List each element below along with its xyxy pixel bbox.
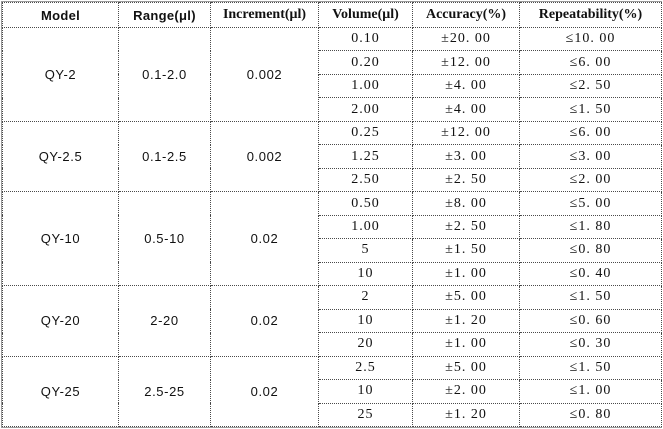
table-row: 1.00 ±4. 00 ≤2. 50 [3,73,662,99]
volume-cell: 1.00 [318,73,413,99]
table-row: QY-2.5 0.1-2.5 0.002 0.25 ±12. 00 ≤6. 00 [2,120,662,193]
repeatability-cell: ≤2. 00 [519,167,662,193]
table-row: 1.00 ±2. 50 ≤1. 80 [3,214,662,240]
table-row: 10 ±2. 00 ≤1. 00 [3,379,662,404]
col-header-repeatability: Repeatability(%) [519,2,662,28]
model-cell: QY-2.5 [2,120,119,193]
model-cell: QY-2 [2,27,119,122]
table-row: 25 ±1. 20 ≤0. 80 [3,402,662,427]
table-row: 5 ±1. 50 ≤0. 80 [3,238,662,263]
volume-cell: 2 [318,285,413,310]
accuracy-cell: ±2. 00 [412,379,520,404]
accuracy-cell: ±4. 00 [412,73,520,99]
repeatability-cell: ≤1. 50 [519,355,662,381]
volume-cell: 2.00 [318,97,413,122]
table-header-row: Model Range(μl) Increment(μl) Volume(μl)… [2,2,662,28]
table-row: 2.00 ±4. 00 ≤1. 50 [3,97,662,122]
volume-cell: 0.25 [318,120,413,146]
table-row: 0.20 ±12. 00 ≤6. 00 [3,50,662,75]
accuracy-cell: ±1. 20 [412,402,520,427]
range-cell: 2-20 [118,285,211,357]
accuracy-cell: ±1. 50 [412,238,520,263]
repeatability-cell: ≤10. 00 [519,26,662,52]
volume-cell: 2.5 [318,355,413,381]
increment-cell: 0.02 [210,191,319,287]
volume-cell: 10 [318,308,413,334]
increment-cell: 0.002 [210,120,319,193]
repeatability-cell: ≤0. 30 [519,332,662,357]
accuracy-cell: ±1. 20 [412,308,520,334]
table-row: 1.25 ±3. 00 ≤3. 00 [3,144,662,169]
volume-cell: 0.10 [318,26,413,52]
col-header-increment: Increment(μl) [210,2,319,28]
accuracy-cell: ±5. 00 [412,355,520,381]
model-cell: QY-25 [2,355,119,428]
table-row: QY-10 0.5-10 0.02 0.50 ±8. 00 ≤5. 00 [2,191,662,287]
accuracy-cell: ±4. 00 [412,97,520,122]
range-cell: 0.5-10 [118,191,211,287]
repeatability-cell: ≤1. 00 [519,379,662,404]
increment-cell: 0.02 [210,285,319,357]
table-row: QY-2 0.1-2.0 0.002 0.10 ±20. 00 ≤10. 00 [2,26,662,122]
accuracy-cell: ±2. 50 [412,167,520,193]
volume-cell: 0.20 [318,50,413,75]
accuracy-cell: ±12. 00 [412,50,520,75]
col-header-model: Model [2,2,119,28]
volume-cell: 2.50 [318,167,413,193]
repeatability-cell: ≤2. 50 [519,73,662,99]
volume-cell: 1.25 [318,144,413,169]
col-header-volume: Volume(μl) [318,2,413,28]
repeatability-cell: ≤1. 50 [519,97,662,122]
table-row: 20 ±1. 00 ≤0. 30 [3,332,662,357]
table-row: QY-25 2.5-25 0.02 2.5 ±5. 00 ≤1. 50 [2,355,662,428]
volume-cell: 25 [318,402,413,427]
accuracy-cell: ±1. 00 [412,261,520,287]
range-cell: 2.5-25 [118,355,211,428]
repeatability-cell: ≤3. 00 [519,144,662,169]
accuracy-cell: ±2. 50 [412,214,520,240]
table-row: QY-20 2-20 0.02 2 ±5. 00 ≤1. 50 [2,285,662,357]
repeatability-cell: ≤6. 00 [519,120,662,146]
model-cell: QY-20 [2,285,119,357]
accuracy-cell: ±20. 00 [412,26,520,52]
repeatability-cell: ≤5. 00 [519,191,662,216]
accuracy-cell: ±1. 00 [412,332,520,357]
table-row: 10 ±1. 20 ≤0. 60 [3,308,662,334]
repeatability-cell: ≤0. 60 [519,308,662,334]
volume-cell: 0.50 [318,191,413,216]
volume-cell: 5 [318,238,413,263]
accuracy-cell: ±12. 00 [412,120,520,146]
volume-cell: 1.00 [318,214,413,240]
accuracy-cell: ±5. 00 [412,285,520,310]
volume-cell: 10 [318,261,413,287]
model-cell: QY-10 [2,191,119,287]
table-row: 2.50 ±2. 50 ≤2. 00 [3,167,662,193]
repeatability-cell: ≤6. 00 [519,50,662,75]
repeatability-cell: ≤0. 80 [519,238,662,263]
range-cell: 0.1-2.0 [118,27,211,122]
volume-cell: 20 [318,332,413,357]
increment-cell: 0.02 [210,355,319,428]
col-header-range: Range(μl) [118,2,211,28]
accuracy-cell: ±3. 00 [412,144,520,169]
volume-cell: 10 [318,379,413,404]
repeatability-cell: ≤0. 80 [519,402,662,427]
accuracy-cell: ±8. 00 [412,191,520,216]
repeatability-cell: ≤1. 50 [519,285,662,310]
table-body: QY-2 0.1-2.0 0.002 0.10 ±20. 00 ≤10. 00 0.20 ±1… [2,26,662,428]
increment-cell: 0.002 [210,27,319,122]
range-cell: 0.1-2.5 [118,120,211,193]
repeatability-cell: ≤1. 80 [519,214,662,240]
repeatability-cell: ≤0. 40 [519,261,662,287]
col-header-accuracy: Accuracy(%) [412,2,520,28]
